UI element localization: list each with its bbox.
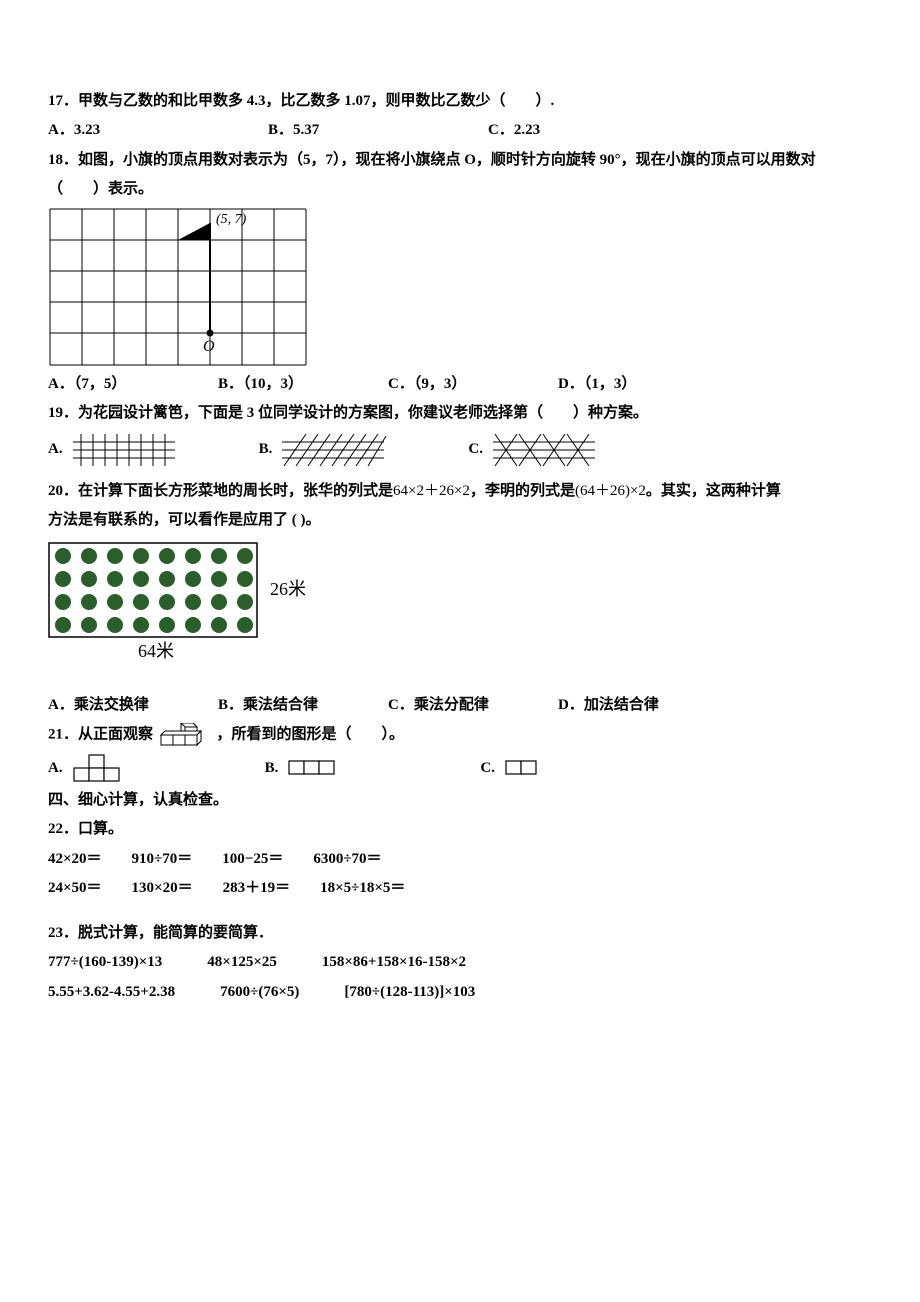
q19-opt-c: C. — [468, 432, 599, 468]
fence-a-icon — [69, 432, 179, 468]
q22-title: 22．口算。 — [48, 818, 872, 841]
q18-text: 18．如图，小旗的顶点用数对表示为（5，7），现在将小旗绕点 O，顺时针方向旋转… — [48, 149, 872, 172]
q18-opt-b: B．（10，3） — [218, 373, 388, 396]
q21-label-c: C. — [480, 757, 495, 780]
q20-opt-b: B．乘法结合律 — [218, 694, 388, 717]
q22-row2: 24×50＝ 130×20＝ 283＋19＝ 18×5÷18×5＝ — [48, 877, 872, 900]
q21-text: 21．从正面观察 ，所看到的图形是（ ）。 — [48, 723, 872, 747]
q18-grid-label: (5, 7) — [216, 212, 247, 227]
q17-options: A．3.23 B．5.37 C．2.23 — [48, 119, 872, 142]
q17-opt-b: B．5.37 — [268, 119, 488, 142]
shape-c-icon — [503, 759, 543, 777]
q19-opt-a: A. — [48, 432, 179, 468]
fence-c-icon — [489, 432, 599, 468]
q19-text: 19．为花园设计篱笆，下面是 3 位同学设计的方案图，你建议老师选择第（ ）种方… — [48, 402, 872, 425]
q20-expr1: 64×2＋26×2 — [393, 483, 470, 499]
q18-opt-c: C．（9，3） — [388, 373, 558, 396]
q23-row1: 777÷(160-139)×13 48×125×25 158×86+158×16… — [48, 951, 872, 974]
vegetable-field-icon — [48, 542, 258, 638]
q19-label-a: A. — [48, 438, 63, 461]
fence-b-icon — [278, 432, 388, 468]
q19-options: A. B. C. — [48, 432, 872, 468]
q20-line1: 20．在计算下面长方形菜地的周长时，张华的列式是64×2＋26×2，李明的列式是… — [48, 480, 872, 503]
q21-prefix: 21．从正面观察 — [48, 727, 153, 743]
q21-opt-b: B. — [265, 757, 341, 780]
q20-line2: 方法是有联系的，可以看作是应用了 ( )。 — [48, 509, 872, 532]
q18-options: A．（7，5） B．（10，3） C．（9，3） D．（1，3） — [48, 373, 872, 396]
q21-opt-a: A. — [48, 753, 125, 783]
q23-title: 23．脱式计算，能简算的要简算． — [48, 922, 872, 945]
q17-opt-a: A．3.23 — [48, 119, 268, 142]
q20-expr2: (64＋26)×2 — [575, 483, 646, 499]
q21-options: A. B. C. — [48, 753, 872, 783]
cube-stack-icon — [157, 723, 213, 747]
q21-suffix: ，所看到的图形是（ ）。 — [217, 727, 405, 743]
q20-dim-bottom: 64米 — [138, 638, 872, 666]
shape-a-icon — [71, 753, 125, 783]
q20-figure: 26米 64米 — [48, 542, 872, 666]
q20-suffix: 。其实，这两种计算 — [646, 483, 781, 499]
section4-title: 四、细心计算，认真检查。 — [48, 789, 872, 812]
q23-row2: 5.55+3.62-4.55+2.38 7600÷(76×5) [780÷(12… — [48, 981, 872, 1004]
shape-b-icon — [286, 759, 340, 777]
q20-dim-right: 26米 — [270, 576, 306, 604]
q20-prefix: 20．在计算下面长方形菜地的周长时，张华的列式是 — [48, 483, 393, 499]
q17-opt-c: C．2.23 — [488, 119, 708, 142]
q18-o-label: O — [203, 338, 215, 355]
q22-row1: 42×20＝ 910÷70＝ 100−25＝ 6300÷70＝ — [48, 848, 872, 871]
q18-opt-d: D．（1，3） — [558, 373, 728, 396]
q20-opt-a: A．乘法交换律 — [48, 694, 218, 717]
q18-grid-figure: (5, 7) O — [48, 207, 308, 367]
q18-opt-a: A．（7，5） — [48, 373, 218, 396]
q19-opt-b: B. — [259, 432, 389, 468]
q20-mid: ，李明的列式是 — [470, 483, 575, 499]
q19-label-c: C. — [468, 438, 483, 461]
q21-label-b: B. — [265, 757, 279, 780]
q20-opt-c: C．乘法分配律 — [388, 694, 558, 717]
page: 17．甲数与乙数的和比甲数多 4.3，比乙数多 1.07，则甲数比乙数少（ ）.… — [0, 0, 920, 1070]
q21-label-a: A. — [48, 757, 63, 780]
q17-text: 17．甲数与乙数的和比甲数多 4.3，比乙数多 1.07，则甲数比乙数少（ ）. — [48, 90, 872, 113]
q21-opt-c: C. — [480, 757, 543, 780]
q18-text2: （ ）表示。 — [48, 178, 872, 201]
q20-opt-d: D．加法结合律 — [558, 694, 728, 717]
q19-label-b: B. — [259, 438, 273, 461]
q20-options: A．乘法交换律 B．乘法结合律 C．乘法分配律 D．加法结合律 — [48, 694, 872, 717]
